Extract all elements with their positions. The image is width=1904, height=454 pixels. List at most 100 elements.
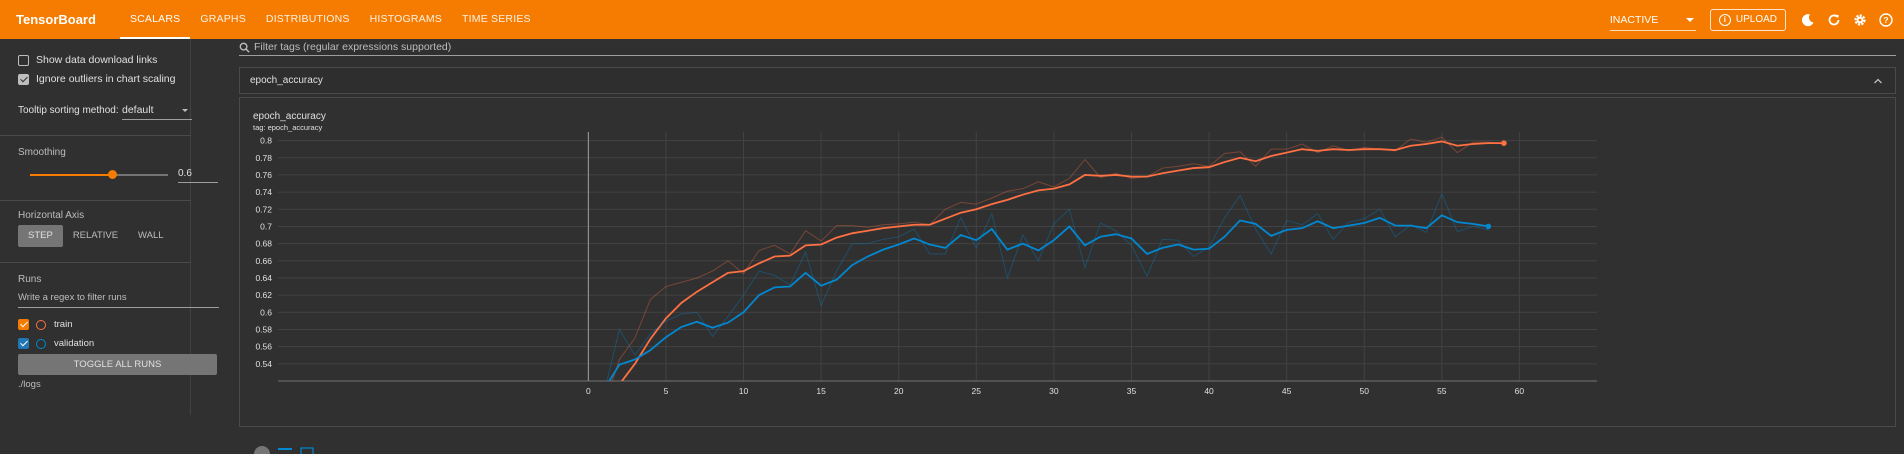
run-item-train[interactable]: train (18, 319, 72, 330)
logdir-label: ./logs (18, 379, 41, 390)
tag-filter-input[interactable]: Filter tags (regular expressions support… (239, 39, 1896, 56)
run-item-validation[interactable]: validation (18, 338, 94, 349)
x-tick-label: 10 (739, 386, 749, 396)
x-tick-label: 20 (894, 386, 904, 396)
x-tick-label: 15 (816, 386, 826, 396)
x-tick-label: 0 (586, 386, 591, 396)
y-tick-label: 0.6 (260, 307, 272, 317)
series-endpoint-validation (1485, 223, 1492, 230)
series-smoothed-line-train (620, 140, 1504, 381)
axis-relative-button[interactable]: RELATIVE (72, 230, 119, 241)
runs-filter-input[interactable]: Write a regex to filter runs (18, 291, 219, 308)
show-download-links-option[interactable]: Show data download links (18, 54, 157, 66)
toolbar-right: INACTIVE i UPLOAD ? (1609, 0, 1904, 39)
y-tick-label: 0.74 (255, 187, 272, 197)
x-tick-label: 30 (1049, 386, 1059, 396)
search-icon (239, 42, 250, 53)
y-tick-label: 0.64 (255, 273, 272, 283)
ignore-outliers-checkbox[interactable] (18, 73, 29, 85)
smoothing-input[interactable]: 0.6 (178, 167, 218, 183)
series-smoothed-line-validation (608, 214, 1489, 381)
line-chart[interactable]: 0.54 0.56 0.58 0.6 0.62 0.64 0.66 0.68 0.7 0.72 0.… (240, 98, 1897, 428)
help-icon[interactable]: ? (1878, 12, 1894, 28)
series-endpoint-train (1501, 140, 1507, 146)
chart-tag: tag: epoch_accuracy (253, 123, 323, 132)
fullscreen-icon[interactable] (254, 444, 270, 454)
tooltip-sorting-select[interactable]: default (122, 102, 192, 120)
theme-moon-icon[interactable] (1800, 12, 1816, 28)
tag-group-header[interactable]: epoch_accuracy (239, 67, 1896, 94)
upload-button[interactable]: i UPLOAD (1709, 8, 1786, 31)
run-validation-checkbox[interactable] (18, 338, 29, 349)
axis-wall-button[interactable]: WALL (138, 230, 164, 241)
sidebar-divider (0, 200, 191, 201)
chevron-down-icon (182, 109, 188, 112)
chevron-down-icon (1685, 17, 1694, 22)
x-tick-label: 50 (1360, 386, 1370, 396)
tab-histograms[interactable]: HISTOGRAMS (369, 13, 443, 25)
ignore-outliers-option[interactable]: Ignore outliers in chart scaling (18, 73, 176, 85)
smoothing-slider-fill (30, 174, 113, 176)
show-download-links-checkbox[interactable] (18, 54, 29, 66)
tab-distributions[interactable]: DISTRIBUTIONS (265, 13, 350, 25)
smoothing-title: Smoothing (18, 147, 66, 158)
settings-gear-icon[interactable] (1852, 12, 1868, 28)
log-scale-icon[interactable] (278, 444, 292, 454)
run-train-label: train (54, 319, 73, 330)
y-tick-label: 0.56 (255, 342, 272, 352)
y-tick-label: 0.76 (255, 170, 272, 180)
run-validation-color-icon[interactable] (36, 338, 46, 349)
sidebar-divider (0, 262, 191, 263)
y-tick-label: 0.62 (255, 290, 272, 300)
x-tick-label: 60 (1515, 386, 1525, 396)
svg-text:?: ? (1883, 15, 1888, 25)
y-tick-label: 0.58 (255, 324, 272, 334)
tab-time-series[interactable]: TIME SERIES (462, 13, 531, 25)
smoothing-slider-thumb[interactable] (108, 170, 117, 179)
dashboard-tabs: SCALARS GRAPHS DISTRIBUTIONS HISTOGRAMS … (119, 0, 541, 39)
sidebar-divider (0, 135, 191, 136)
x-tick-label: 35 (1127, 386, 1137, 396)
tab-graphs[interactable]: GRAPHS (200, 13, 246, 25)
fit-domain-icon[interactable] (300, 444, 314, 454)
series-raw-line-validation (606, 192, 1489, 381)
tooltip-sorting-label: Tooltip sorting method: (18, 105, 119, 116)
scalar-chart-card: epoch_accuracy tag: epoch_accuracy 0.54 0… (239, 97, 1896, 427)
x-tick-label: 25 (972, 386, 982, 396)
tag-group-name: epoch_accuracy (250, 75, 323, 86)
tooltip-sorting-value: default (122, 104, 154, 116)
horizontal-axis-toggle: STEP RELATIVE WALL (18, 225, 174, 247)
x-tick-label: 5 (664, 386, 669, 396)
top-app-bar: TensorBoard SCALARS GRAPHS DISTRIBUTIONS… (0, 0, 1904, 39)
x-tick-label: 45 (1282, 386, 1292, 396)
app-brand: TensorBoard (16, 12, 96, 27)
y-tick-label: 0.68 (255, 239, 272, 249)
y-tick-label: 0.8 (260, 136, 272, 146)
x-tick-label: 40 (1204, 386, 1214, 396)
settings-sidebar: Show data download links Ignore outliers… (0, 39, 219, 415)
x-tick-label: 55 (1437, 386, 1447, 396)
tab-scalars[interactable]: SCALARS (119, 0, 191, 39)
refresh-icon[interactable] (1826, 12, 1842, 28)
chart-actions (254, 444, 314, 454)
axis-step-button[interactable]: STEP (18, 225, 63, 247)
main-content: Filter tags (regular expressions support… (239, 39, 1904, 454)
run-train-color-icon[interactable] (36, 319, 46, 330)
y-tick-label: 0.72 (255, 204, 272, 214)
run-validation-label: validation (54, 338, 95, 349)
horizontal-axis-title: Horizontal Axis (18, 210, 85, 221)
tag-filter-placeholder: Filter tags (regular expressions support… (254, 41, 452, 53)
chart-title: epoch_accuracy (253, 111, 326, 122)
status-select-value: INACTIVE (1609, 13, 1659, 26)
y-tick-label: 0.7 (260, 221, 272, 231)
y-tick-label: 0.54 (255, 359, 272, 369)
toggle-all-runs-button[interactable]: TOGGLE ALL RUNS (18, 354, 217, 375)
y-tick-label: 0.78 (255, 153, 272, 163)
chevron-up-icon[interactable] (1873, 76, 1883, 86)
y-tick-label: 0.66 (255, 256, 272, 266)
show-download-links-label: Show data download links (36, 54, 158, 66)
upload-label: UPLOAD (1735, 14, 1777, 25)
ignore-outliers-label: Ignore outliers in chart scaling (36, 73, 176, 85)
run-train-checkbox[interactable] (18, 319, 29, 330)
status-select[interactable]: INACTIVE (1609, 9, 1696, 31)
